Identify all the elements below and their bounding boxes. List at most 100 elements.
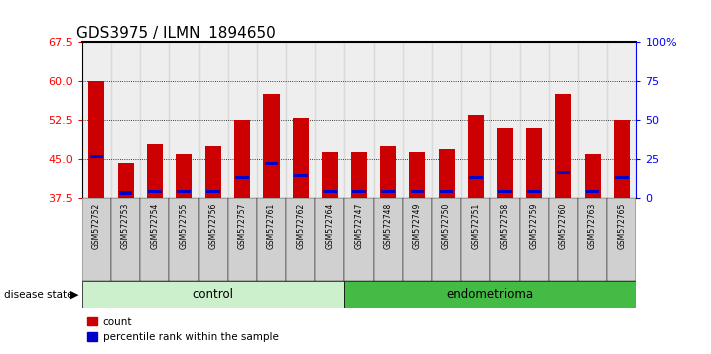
Bar <box>440 190 454 193</box>
Text: GSM572753: GSM572753 <box>121 202 130 249</box>
Bar <box>491 42 520 198</box>
FancyBboxPatch shape <box>198 198 228 281</box>
FancyBboxPatch shape <box>228 198 257 281</box>
Text: GSM572754: GSM572754 <box>150 202 159 249</box>
Bar <box>88 81 105 198</box>
Bar <box>146 144 163 198</box>
Bar <box>177 190 191 193</box>
Bar <box>557 171 570 174</box>
FancyBboxPatch shape <box>82 281 344 308</box>
Text: GSM572756: GSM572756 <box>208 202 218 249</box>
Bar <box>432 42 461 198</box>
Bar <box>257 42 286 198</box>
Bar <box>461 42 491 198</box>
Bar <box>293 118 309 198</box>
Bar <box>206 190 220 193</box>
Text: disease state: disease state <box>4 290 73 299</box>
Bar <box>615 176 629 179</box>
Bar <box>351 152 367 198</box>
Bar <box>614 120 630 198</box>
FancyBboxPatch shape <box>432 198 461 281</box>
Bar <box>410 152 425 198</box>
Bar <box>140 42 169 198</box>
Text: GDS3975 / ILMN_1894650: GDS3975 / ILMN_1894650 <box>76 26 276 42</box>
Text: GSM572764: GSM572764 <box>326 202 334 249</box>
Text: GSM572763: GSM572763 <box>588 202 597 249</box>
FancyBboxPatch shape <box>169 198 198 281</box>
Bar <box>111 42 140 198</box>
FancyBboxPatch shape <box>403 198 432 281</box>
Bar <box>468 115 483 198</box>
Bar <box>578 42 607 198</box>
FancyBboxPatch shape <box>461 198 491 281</box>
Text: GSM572761: GSM572761 <box>267 202 276 249</box>
Bar <box>469 176 483 179</box>
Bar <box>555 95 572 198</box>
Bar <box>528 190 541 193</box>
FancyBboxPatch shape <box>82 198 111 281</box>
FancyBboxPatch shape <box>111 198 140 281</box>
Bar <box>82 42 111 198</box>
Bar <box>90 155 103 158</box>
Bar <box>526 128 542 198</box>
Bar <box>344 42 374 198</box>
Text: ▶: ▶ <box>70 290 78 299</box>
Bar <box>498 190 512 193</box>
Text: GSM572762: GSM572762 <box>296 202 305 249</box>
Bar <box>294 175 307 177</box>
Bar <box>549 42 578 198</box>
Text: GSM572759: GSM572759 <box>530 202 539 249</box>
FancyBboxPatch shape <box>344 198 374 281</box>
FancyBboxPatch shape <box>315 198 344 281</box>
Bar <box>322 152 338 198</box>
Bar <box>264 162 278 165</box>
Text: GSM572760: GSM572760 <box>559 202 568 249</box>
Text: GSM572751: GSM572751 <box>471 202 481 249</box>
Bar <box>235 120 250 198</box>
Bar <box>176 154 192 198</box>
FancyBboxPatch shape <box>257 198 286 281</box>
FancyBboxPatch shape <box>607 198 636 281</box>
Bar <box>439 149 454 198</box>
Bar <box>119 192 132 195</box>
Bar <box>374 42 403 198</box>
FancyBboxPatch shape <box>344 281 636 308</box>
Bar <box>228 42 257 198</box>
Bar <box>198 42 228 198</box>
Bar <box>148 190 161 193</box>
Bar <box>205 146 221 198</box>
Bar <box>235 176 249 179</box>
FancyBboxPatch shape <box>578 198 607 281</box>
Text: GSM572748: GSM572748 <box>384 202 392 249</box>
Legend: count, percentile rank within the sample: count, percentile rank within the sample <box>87 317 279 342</box>
Text: control: control <box>193 288 234 301</box>
Bar <box>315 42 344 198</box>
Bar <box>520 42 549 198</box>
Bar <box>403 42 432 198</box>
FancyBboxPatch shape <box>491 198 520 281</box>
Bar <box>323 190 337 193</box>
Text: GSM572747: GSM572747 <box>355 202 363 249</box>
Text: GSM572757: GSM572757 <box>237 202 247 249</box>
Bar <box>264 95 279 198</box>
Bar <box>607 42 636 198</box>
FancyBboxPatch shape <box>520 198 549 281</box>
FancyBboxPatch shape <box>140 198 169 281</box>
Bar <box>117 164 134 198</box>
Bar <box>497 128 513 198</box>
FancyBboxPatch shape <box>549 198 578 281</box>
Text: GSM572765: GSM572765 <box>617 202 626 249</box>
Bar <box>381 190 395 193</box>
Text: GSM572749: GSM572749 <box>413 202 422 249</box>
Text: endometrioma: endometrioma <box>447 288 534 301</box>
Bar <box>286 42 315 198</box>
Bar <box>380 146 396 198</box>
Bar <box>584 154 601 198</box>
FancyBboxPatch shape <box>374 198 403 281</box>
Bar <box>586 190 599 193</box>
Bar <box>352 190 366 193</box>
Text: GSM572755: GSM572755 <box>179 202 188 249</box>
FancyBboxPatch shape <box>286 198 315 281</box>
Bar <box>411 190 424 193</box>
Bar <box>169 42 198 198</box>
